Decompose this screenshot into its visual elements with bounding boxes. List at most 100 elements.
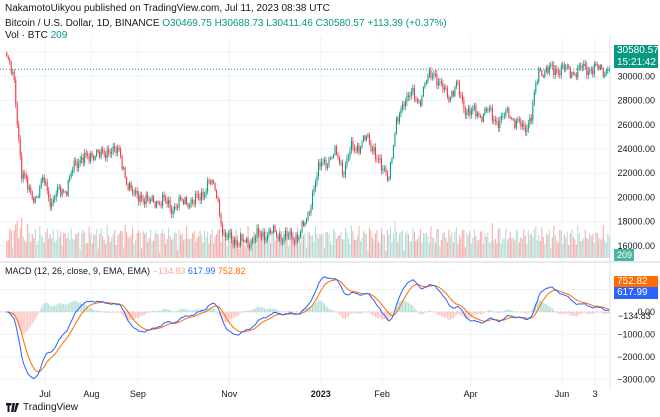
volume-bar — [108, 235, 110, 258]
macd-histogram-bar — [151, 310, 153, 312]
volume-bar — [305, 247, 308, 258]
macd-histogram-bar — [490, 309, 492, 312]
macd-axis[interactable]: 1000.000.00−1000.00−2000.00−3000.00−134.… — [617, 284, 655, 384]
macd-histogram-bar — [271, 308, 273, 312]
macd-histogram-bar — [595, 311, 597, 313]
histogram-axis-label: −134.83 — [618, 311, 651, 321]
candle-body — [235, 239, 237, 244]
macd-histogram-bar — [126, 311, 128, 320]
macd-histogram-bar — [144, 311, 146, 316]
macd-tick-label: 0.00 — [637, 307, 655, 317]
candle-body — [536, 81, 538, 84]
macd-histogram-bar — [34, 311, 36, 320]
candle-body — [201, 191, 203, 201]
candle-body — [295, 235, 297, 243]
macd-histogram-bar — [243, 311, 245, 313]
volume-bar — [601, 238, 603, 258]
macd-histogram-bar — [228, 311, 230, 322]
macd-histogram-bar — [577, 311, 579, 316]
volume-bar — [493, 240, 495, 258]
macd-histogram-bar — [293, 311, 296, 313]
volume-bar — [268, 236, 270, 258]
macd-histogram-bar — [159, 310, 161, 312]
macd-histogram-bar — [509, 310, 511, 312]
volume-bar — [344, 227, 346, 258]
volume-bar — [231, 238, 233, 258]
candle-body — [111, 151, 113, 155]
macd-histogram-bar — [213, 308, 215, 312]
macd-histogram-bar — [274, 308, 276, 312]
symbol-title[interactable]: Bitcoin / U.S. Dollar, 1D, BINANCE — [5, 18, 160, 29]
macd-histogram-bar — [406, 301, 408, 312]
macd-histogram-bar — [478, 311, 480, 315]
volume-bar — [132, 227, 134, 258]
candle-body — [353, 147, 355, 150]
candle-body — [508, 108, 510, 118]
price-axis[interactable]: 16000.00 18000.00 20000.00 22000.00 24000.00… — [617, 47, 655, 251]
volume-bar — [123, 247, 125, 258]
macd-histogram-bar — [421, 311, 423, 315]
volume-bar — [574, 239, 576, 258]
macd-histogram-bar — [229, 311, 231, 320]
volume-bar — [112, 234, 114, 258]
macd-histogram-bar — [392, 311, 394, 313]
macd-histogram-bar — [153, 310, 155, 312]
macd-histogram-bar — [114, 311, 116, 313]
macd-label[interactable]: MACD (12, 26, close, 9, EMA, EMA) — [5, 266, 151, 276]
volume-bar — [289, 231, 291, 258]
time-tick-label: Nov — [221, 389, 238, 399]
macd-histogram-bar — [99, 311, 101, 312]
time-axis[interactable]: Jul Aug Sep Nov 2023 Feb Apr Jun 3 — [39, 389, 597, 399]
candle-body — [76, 162, 78, 169]
volume-label[interactable]: Vol · BTC — [5, 30, 48, 41]
volume-bar — [578, 233, 580, 258]
macd-histogram-bar — [379, 311, 381, 319]
macd-histogram-bar — [302, 309, 305, 312]
volume-bar — [16, 220, 18, 258]
candle-body — [208, 180, 210, 182]
candle-body — [172, 210, 174, 215]
macd-histogram-bar — [45, 302, 47, 312]
candle-body — [434, 73, 436, 75]
candle-body — [286, 230, 288, 237]
candle-body — [547, 67, 549, 73]
macd-histogram-bar — [205, 309, 207, 312]
candle-body — [237, 243, 239, 245]
candle-body — [437, 82, 439, 86]
macd-histogram-bar — [376, 311, 378, 318]
candle-body — [55, 193, 57, 199]
volume-bar — [485, 236, 487, 258]
candle-body — [410, 91, 412, 96]
macd-histogram-bar — [105, 311, 107, 313]
candle-body — [145, 194, 147, 205]
candle-body — [326, 165, 329, 168]
volume-bar — [538, 235, 540, 258]
macd-histogram-bar — [584, 311, 586, 313]
macd-histogram-bar — [547, 305, 549, 312]
candle-body — [448, 97, 450, 102]
macd-histogram-bar — [505, 309, 507, 312]
candle-body — [574, 73, 576, 75]
tradingview-footer[interactable]: TradingView — [6, 402, 78, 413]
candle-body — [442, 82, 444, 90]
volume-bar — [280, 236, 282, 258]
candle-body — [75, 160, 77, 163]
macd-histogram-bar — [529, 311, 531, 312]
volume-bar — [592, 234, 594, 258]
candle-body — [470, 110, 472, 115]
candle-body — [64, 191, 66, 193]
candle-body — [69, 176, 71, 181]
volume-bar — [523, 229, 525, 258]
volume-bar — [487, 232, 489, 258]
volume-bar — [413, 232, 415, 258]
candle-body — [607, 69, 609, 72]
macd-histogram-bar — [234, 311, 236, 318]
candle-body — [580, 65, 582, 68]
candle-body — [376, 158, 378, 160]
candle-body — [33, 198, 35, 203]
volume-bar — [439, 246, 441, 258]
volume-bar — [178, 229, 180, 258]
volume-bar — [25, 241, 27, 258]
volume-bar — [479, 231, 481, 258]
